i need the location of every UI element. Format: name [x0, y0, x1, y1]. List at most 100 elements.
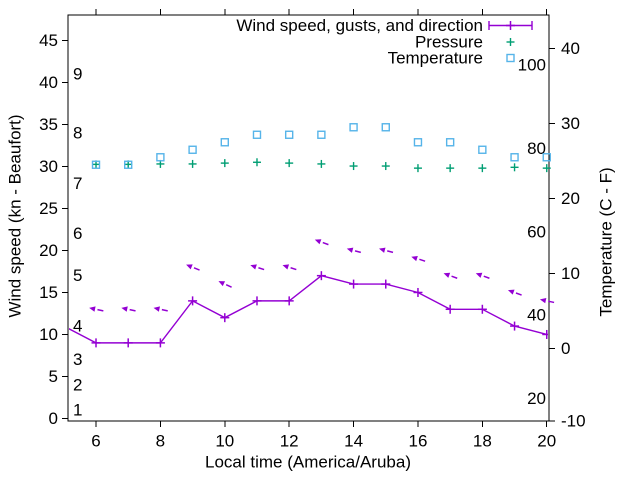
fahrenheit-scale-label: 20 [527, 389, 546, 408]
gust-direction-arrow-tail [354, 250, 362, 254]
series-gusts [89, 239, 555, 312]
pressure-point-marker [542, 164, 551, 173]
wind-point-marker [123, 338, 133, 348]
gust-direction-arrow-head [153, 306, 160, 312]
y-right-tick-label: 40 [561, 39, 580, 58]
pressure-point-marker [510, 163, 519, 172]
gust-direction-arrow-head [475, 272, 483, 278]
series-wind-speed [59, 271, 548, 348]
gust-direction-arrow [153, 306, 168, 312]
series-temperature [91, 123, 551, 169]
gust-direction-arrow-tail [548, 300, 555, 304]
gust-direction-arrow-tail [515, 292, 522, 296]
gust-direction-arrow-head [314, 239, 322, 245]
gust-direction-arrow-tail [225, 284, 232, 288]
gust-direction-arrow-head [346, 247, 354, 253]
wind-point-marker [155, 338, 165, 348]
temperature-point-marker [349, 123, 358, 132]
gust-direction-arrow [250, 264, 265, 271]
gust-direction-arrow [379, 247, 394, 254]
beaufort-scale-label: 3 [73, 350, 82, 369]
gust-direction-arrow [346, 247, 362, 254]
pressure-point-marker [285, 159, 294, 168]
gust-direction-arrow-tail [193, 267, 200, 271]
temperature-point-marker [188, 145, 197, 154]
y-right-tick-label: 30 [561, 114, 580, 133]
y-left-tick-label: 45 [39, 31, 58, 50]
legend-sample-plus [506, 21, 515, 30]
wind-point-marker [220, 313, 230, 323]
legend-sample-square [506, 53, 515, 63]
y-left-tick-label: 25 [39, 199, 58, 218]
pressure-point-marker [188, 159, 197, 168]
gust-direction-arrow-head [250, 264, 257, 270]
x-tick-label: 20 [537, 432, 556, 451]
y-right-tick-label: 20 [561, 189, 580, 208]
x-tick-label: 10 [215, 432, 234, 451]
gust-direction-arrow [411, 255, 426, 262]
wind-point-marker [477, 304, 487, 314]
temperature-point-marker [542, 153, 551, 162]
wind-point-marker [445, 304, 455, 314]
gust-direction-arrow-tail [97, 308, 104, 312]
gust-direction-arrow-head [282, 264, 290, 270]
x-tick-label: 14 [344, 432, 363, 451]
fahrenheit-scale-label: 80 [527, 139, 546, 158]
gust-direction-arrow-tail [161, 308, 168, 312]
gust-direction-arrow-tail [387, 250, 394, 254]
gust-direction-arrow-head [443, 272, 451, 278]
wind-point-marker [542, 329, 548, 339]
gust-direction-arrow [121, 306, 136, 312]
legend-label: Pressure [415, 33, 483, 52]
y-left-tick-label: 15 [39, 283, 58, 302]
y-right-tick-label: 10 [561, 264, 580, 283]
y-left-tick-label: 30 [39, 157, 58, 176]
gust-direction-arrow-tail [322, 241, 329, 246]
temperature-point-marker [445, 138, 455, 147]
pressure-point-marker [220, 159, 229, 168]
wind-point-marker [252, 296, 262, 306]
wind-point-marker [284, 296, 294, 306]
temperature-point-marker [91, 160, 101, 169]
gust-direction-arrow [186, 264, 200, 271]
y-right-axis-title: Temperature (C - F) [597, 167, 616, 316]
pressure-point-marker [446, 164, 455, 173]
wind-point-marker [381, 279, 391, 289]
temperature-point-marker [510, 153, 519, 162]
x-axis-title: Local time (America/Aruba) [205, 453, 411, 472]
gust-direction-arrow-tail [258, 267, 265, 271]
gust-direction-arrow-head [539, 298, 547, 304]
fahrenheit-scale-label: 60 [527, 222, 546, 241]
temperature-point-marker [124, 160, 133, 169]
beaufort-scale-label: 9 [73, 65, 82, 84]
gust-direction-arrow [507, 289, 522, 296]
temperature-point-marker [252, 130, 262, 139]
wind-speed-line [69, 274, 547, 344]
pressure-point-marker [349, 162, 358, 171]
beaufort-scale-label: 4 [73, 317, 82, 336]
x-tick-label: 18 [473, 432, 492, 451]
legend-label: Wind speed, gusts, and direction [236, 16, 483, 35]
gust-direction-arrow [282, 264, 297, 271]
gust-direction-arrow-tail [290, 267, 297, 271]
fahrenheit-scale-label: 40 [527, 306, 546, 325]
gust-direction-arrow [443, 272, 458, 279]
y-left-axis-title: Wind speed (kn - Beaufort) [6, 114, 25, 317]
wind-point-marker [316, 271, 326, 281]
gust-direction-arrow-head [121, 306, 128, 312]
y-left-tick-label: 10 [39, 325, 58, 344]
wind-point-marker [59, 322, 68, 331]
y-right-tick-label: -10 [561, 412, 586, 431]
temperature-point-marker [317, 130, 326, 139]
legend-label: Temperature [388, 49, 483, 68]
pressure-point-marker [381, 162, 390, 171]
temperature-point-marker [220, 138, 229, 147]
y-left-tick-label: 5 [49, 367, 58, 386]
legend-sample-plus [506, 38, 515, 46]
legend: Wind speed, gusts, and directionPressure… [236, 16, 533, 68]
temperature-point-marker [284, 130, 294, 139]
beaufort-scale-label: 1 [73, 401, 82, 420]
x-tick-label: 8 [156, 432, 165, 451]
temperature-point-marker [413, 138, 423, 147]
